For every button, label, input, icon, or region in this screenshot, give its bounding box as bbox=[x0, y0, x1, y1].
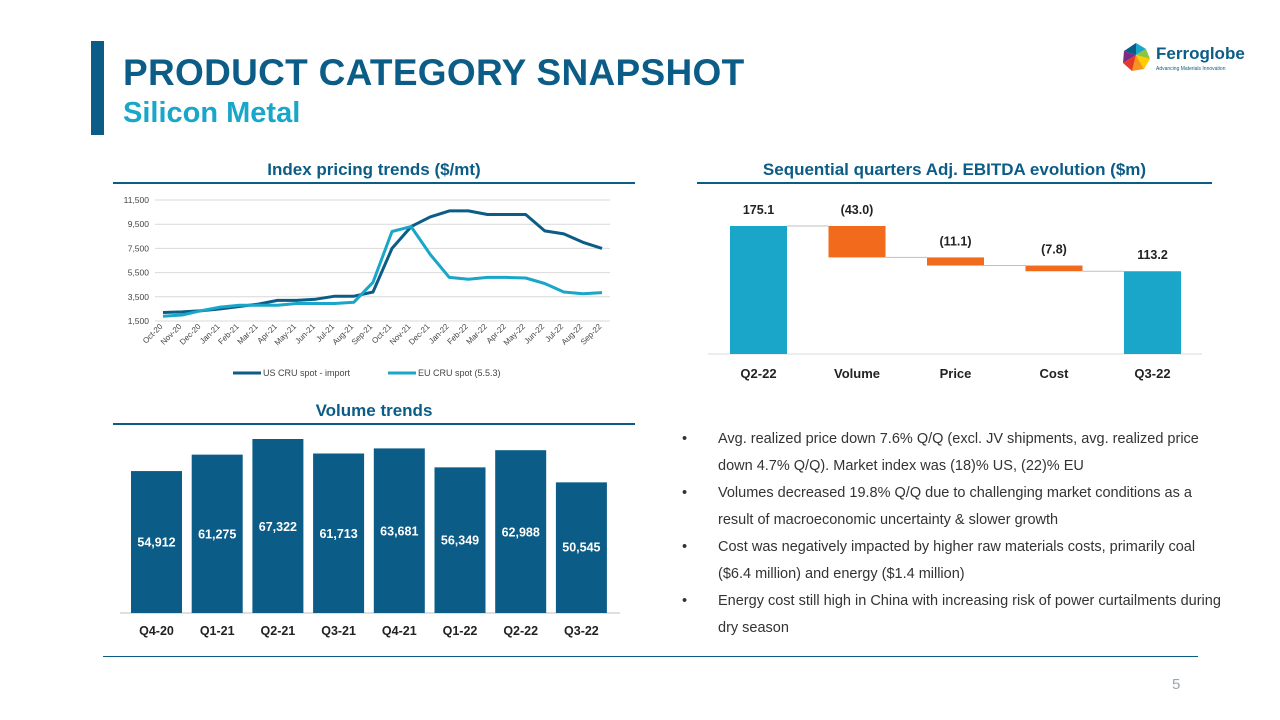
waterfall-category-label: Cost bbox=[1040, 366, 1070, 381]
x-tick-label: Sep-21 bbox=[350, 322, 375, 347]
footer-rule bbox=[103, 656, 1198, 657]
pricing-line-chart: 1,5003,5005,5007,5009,50011,500Oct-20Nov… bbox=[124, 195, 610, 378]
volume-value-label: 62,988 bbox=[502, 525, 540, 539]
series-line bbox=[162, 225, 603, 318]
waterfall-value-label: (7.8) bbox=[1041, 243, 1067, 257]
volume-bar bbox=[131, 471, 182, 613]
logo-tagline: Advancing Materials Innovation bbox=[1156, 66, 1226, 72]
logo-mark-icon bbox=[1123, 43, 1150, 71]
x-tick-label: Mar-21 bbox=[236, 322, 261, 347]
waterfall-bar bbox=[1124, 271, 1181, 354]
page-number: 5 bbox=[1172, 676, 1181, 693]
volume-category-label: Q2-22 bbox=[503, 624, 538, 638]
bullet-item: • Energy cost still high in China with in… bbox=[682, 593, 1221, 636]
waterfall-category-label: Volume bbox=[834, 366, 880, 381]
ebitda-chart-title: Sequential quarters Adj. EBITDA evolutio… bbox=[762, 160, 1147, 179]
logo-name: Ferroglobe bbox=[1156, 44, 1245, 63]
bullet-text: Avg. realized price down 7.6% Q/Q (excl.… bbox=[718, 431, 1199, 474]
company-logo: Ferroglobe Advancing Materials Innovatio… bbox=[1120, 41, 1250, 73]
volume-category-label: Q2-21 bbox=[261, 624, 296, 638]
volume-value-label: 67,322 bbox=[259, 520, 297, 534]
bullet-item: • Cost was negatively impacted by higher … bbox=[682, 539, 1196, 582]
volume-value-label: 56,349 bbox=[441, 534, 479, 548]
volume-value-label: 54,912 bbox=[137, 535, 175, 549]
volume-category-label: Q1-21 bbox=[200, 624, 235, 638]
waterfall-bar bbox=[927, 257, 984, 266]
pricing-chart-title: Index pricing trends ($/mt) bbox=[267, 160, 481, 179]
volume-category-label: Q4-20 bbox=[139, 624, 174, 638]
pricing-title-rule bbox=[113, 182, 635, 184]
title-accent-bar bbox=[91, 41, 104, 135]
bullet-text: Volumes decreased 19.8% Q/Q due to chall… bbox=[718, 485, 1192, 528]
volume-category-label: Q4-21 bbox=[382, 624, 417, 638]
volume-bar bbox=[434, 467, 486, 613]
legend-label: US CRU spot - import bbox=[263, 368, 351, 378]
volume-bar bbox=[252, 439, 304, 613]
volume-bar bbox=[373, 448, 425, 613]
volume-value-label: 50,545 bbox=[562, 541, 600, 555]
x-tick-label: Jun-21 bbox=[293, 322, 317, 346]
page-subtitle: Silicon Metal bbox=[123, 97, 301, 129]
x-tick-label: Mar-22 bbox=[465, 322, 490, 347]
volume-bar bbox=[495, 450, 547, 613]
volume-chart-title: Volume trends bbox=[315, 401, 433, 420]
waterfall-bar bbox=[730, 226, 787, 354]
volume-value-label: 61,275 bbox=[198, 528, 236, 542]
waterfall-category-label: Q3-22 bbox=[1134, 366, 1170, 381]
volume-value-label: 63,681 bbox=[380, 525, 418, 539]
y-tick-label: 3,500 bbox=[128, 292, 150, 302]
volume-bar-chart: 54,912 Q4-20 61,275 Q1-21 67,322 Q2-21 61,713 Q… bbox=[120, 439, 620, 638]
x-tick-label: Dec-21 bbox=[407, 322, 432, 347]
page-title: PRODUCT CATEGORY SNAPSHOT bbox=[123, 52, 745, 93]
waterfall-category-label: Q2-22 bbox=[740, 366, 776, 381]
x-tick-label: Jun-22 bbox=[522, 322, 546, 346]
volume-category-label: Q3-22 bbox=[564, 624, 599, 638]
y-tick-label: 11,500 bbox=[124, 195, 150, 205]
volume-value-label: 61,713 bbox=[319, 527, 357, 541]
volume-bar bbox=[313, 453, 365, 613]
waterfall-value-label: 113.2 bbox=[1137, 248, 1168, 262]
y-tick-label: 5,500 bbox=[128, 268, 150, 278]
waterfall-bar bbox=[1025, 265, 1083, 272]
waterfall-category-label: Price bbox=[940, 366, 972, 381]
waterfall-value-label: 175.1 bbox=[743, 203, 774, 217]
legend-label: EU CRU spot (5.5.3) bbox=[418, 368, 501, 378]
y-tick-label: 1,500 bbox=[128, 316, 150, 326]
x-tick-label: Dec-20 bbox=[178, 322, 203, 347]
x-tick-label: Sep-22 bbox=[579, 322, 604, 347]
bullet-text: Energy cost still high in China with inc… bbox=[718, 593, 1221, 636]
bullet-item: • Avg. realized price down 7.6% Q/Q (excl… bbox=[682, 431, 1199, 474]
volume-title-rule bbox=[113, 423, 635, 425]
volume-bar bbox=[555, 482, 607, 613]
waterfall-bar bbox=[828, 226, 886, 258]
x-tick-label: May-21 bbox=[273, 322, 299, 348]
y-tick-label: 9,500 bbox=[128, 219, 150, 229]
waterfall-value-label: (11.1) bbox=[940, 234, 972, 248]
bullet-text: Cost was negatively impacted by higher r… bbox=[718, 539, 1196, 582]
volume-category-label: Q3-21 bbox=[321, 624, 356, 638]
x-tick-label: May-22 bbox=[502, 322, 528, 348]
commentary-bullets: • Avg. realized price down 7.6% Q/Q (excl… bbox=[680, 426, 1225, 642]
bullet-item: • Volumes decreased 19.8% Q/Q due to chal… bbox=[682, 485, 1192, 528]
volume-category-label: Q1-22 bbox=[443, 624, 478, 638]
waterfall-value-label: (43.0) bbox=[841, 203, 874, 217]
ebitda-waterfall-chart: 175.1 Q2-22 (43.0) Volume (11.1) Price (7.8) Co… bbox=[708, 203, 1202, 381]
y-tick-label: 7,500 bbox=[128, 243, 150, 253]
ebitda-title-rule bbox=[697, 182, 1212, 184]
volume-bar bbox=[191, 454, 243, 613]
